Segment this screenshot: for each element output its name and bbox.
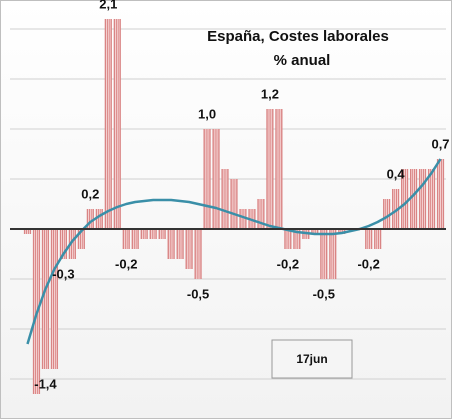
- chart-subtitle: % anual: [274, 52, 331, 69]
- bar: [203, 129, 211, 229]
- bar: [266, 109, 274, 229]
- annotation-box: [271, 339, 353, 379]
- bar: [239, 209, 247, 229]
- bar: [275, 109, 283, 229]
- data-label: -0,2: [357, 256, 379, 271]
- bar: [418, 169, 427, 229]
- bar: [185, 229, 193, 269]
- trend-line: [26, 158, 442, 345]
- bar: [50, 229, 59, 369]
- bar: [221, 169, 229, 229]
- bar: [149, 229, 157, 239]
- bar: [167, 229, 175, 259]
- bar: [194, 229, 202, 279]
- data-label: 0,2: [81, 186, 99, 201]
- data-label: -1,4: [34, 376, 57, 391]
- bar: [176, 229, 184, 259]
- data-label: 1,2: [261, 86, 279, 101]
- bar: [41, 229, 50, 369]
- bar: [365, 229, 373, 249]
- bar: [131, 229, 139, 249]
- bar: [320, 229, 328, 279]
- bar: [329, 229, 337, 279]
- bar: [383, 199, 391, 229]
- bar: [401, 169, 409, 229]
- bar: [122, 229, 130, 249]
- bar: [284, 229, 292, 249]
- data-label: -0,5: [313, 286, 335, 301]
- data-label: 0,4: [387, 166, 406, 181]
- data-label: -0,2: [277, 256, 299, 271]
- bar: [158, 229, 166, 239]
- annotation: 17jun: [296, 352, 327, 366]
- bar: [140, 229, 148, 239]
- data-label: 1,0: [198, 106, 216, 121]
- data-label: 0,7: [431, 136, 449, 151]
- bar: [436, 159, 445, 229]
- bar: [374, 229, 382, 249]
- chart-title: España, Costes laborales: [207, 28, 389, 45]
- bar: [95, 209, 103, 229]
- bar: [59, 229, 67, 259]
- bar: [212, 129, 220, 229]
- data-label: 2,1: [99, 0, 117, 11]
- bar: [409, 169, 418, 229]
- data-label: -0,5: [187, 286, 209, 301]
- data-label: -0,2: [115, 256, 137, 271]
- bar: [113, 19, 121, 229]
- bar: [104, 19, 112, 229]
- bar: [427, 169, 436, 229]
- bar: [86, 209, 94, 229]
- bar: [230, 179, 238, 229]
- data-label: -0,3: [52, 266, 74, 281]
